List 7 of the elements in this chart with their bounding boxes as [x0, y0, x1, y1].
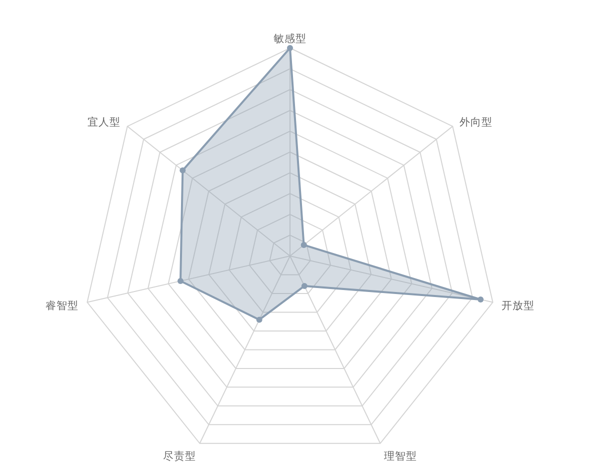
spoke-label: 外向型: [460, 116, 493, 129]
spoke-label: 宜人型: [87, 116, 120, 129]
spoke-label: 尽责型: [162, 449, 196, 462]
spoke-label: 理智型: [384, 450, 418, 462]
spoke-label: 开放型: [502, 300, 535, 312]
spoke-label: 敏感型: [274, 32, 306, 45]
spoke-label: 睿智型: [45, 300, 78, 312]
